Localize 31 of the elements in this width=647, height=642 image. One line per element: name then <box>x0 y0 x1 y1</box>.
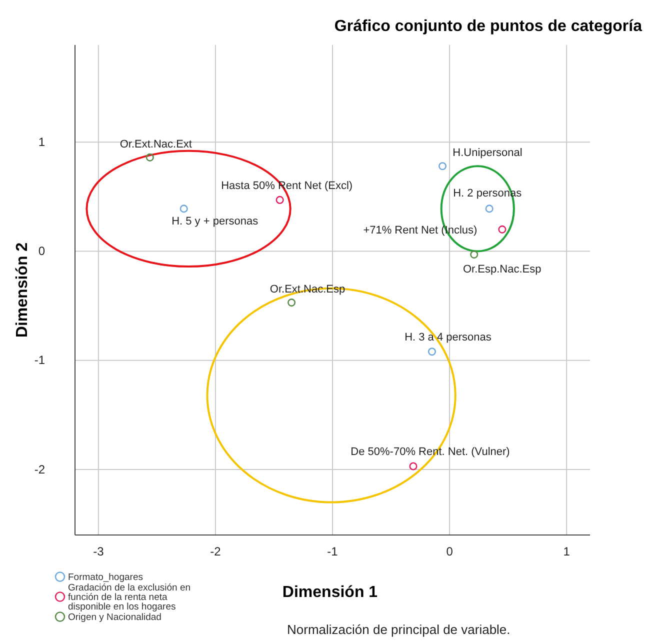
point <box>180 204 188 213</box>
x-tick-label: -3 <box>93 544 104 559</box>
point <box>146 153 154 162</box>
legend-label: Formato_hogares <box>68 572 144 583</box>
point <box>409 462 418 470</box>
point <box>288 298 296 307</box>
y-tick-label: 1 <box>38 134 46 149</box>
chart-title: Gráfico conjunto de puntos de categoría <box>334 18 642 35</box>
point <box>498 225 506 234</box>
point <box>438 162 447 170</box>
y-tick-label: -1 <box>34 353 46 368</box>
annotation: Or.Ext.Nac.Ext <box>120 138 192 150</box>
point <box>276 196 284 204</box>
x-tick-label: 1 <box>563 544 570 559</box>
x-tick-label: -2 <box>210 544 222 559</box>
annotation: H. 3 a 4 personas <box>404 332 492 344</box>
text: Normalización de principal de variable. <box>287 622 510 637</box>
y-axis-title: Dimensión 2 <box>14 242 31 338</box>
annotation: H. 5 y + personas <box>172 216 259 228</box>
point <box>470 250 478 259</box>
annotation: Or.Esp.Nac.Esp <box>462 264 542 276</box>
x-tick-label: -1 <box>327 544 338 559</box>
legend-label: Origen y Nacionalidad <box>68 612 162 623</box>
legend-label: Gradación de la exclusión en función de la renta neta disponible en los hogares <box>68 582 191 612</box>
x-tick-label: 0 <box>446 544 454 559</box>
annotation: H.Unipersonal <box>452 147 522 160</box>
y-tick-label: 0 <box>38 244 46 258</box>
y-tick-label: -2 <box>34 462 46 476</box>
x-axis-title: Dimensión 1 <box>282 584 378 601</box>
point <box>428 348 436 356</box>
point <box>485 204 494 213</box>
